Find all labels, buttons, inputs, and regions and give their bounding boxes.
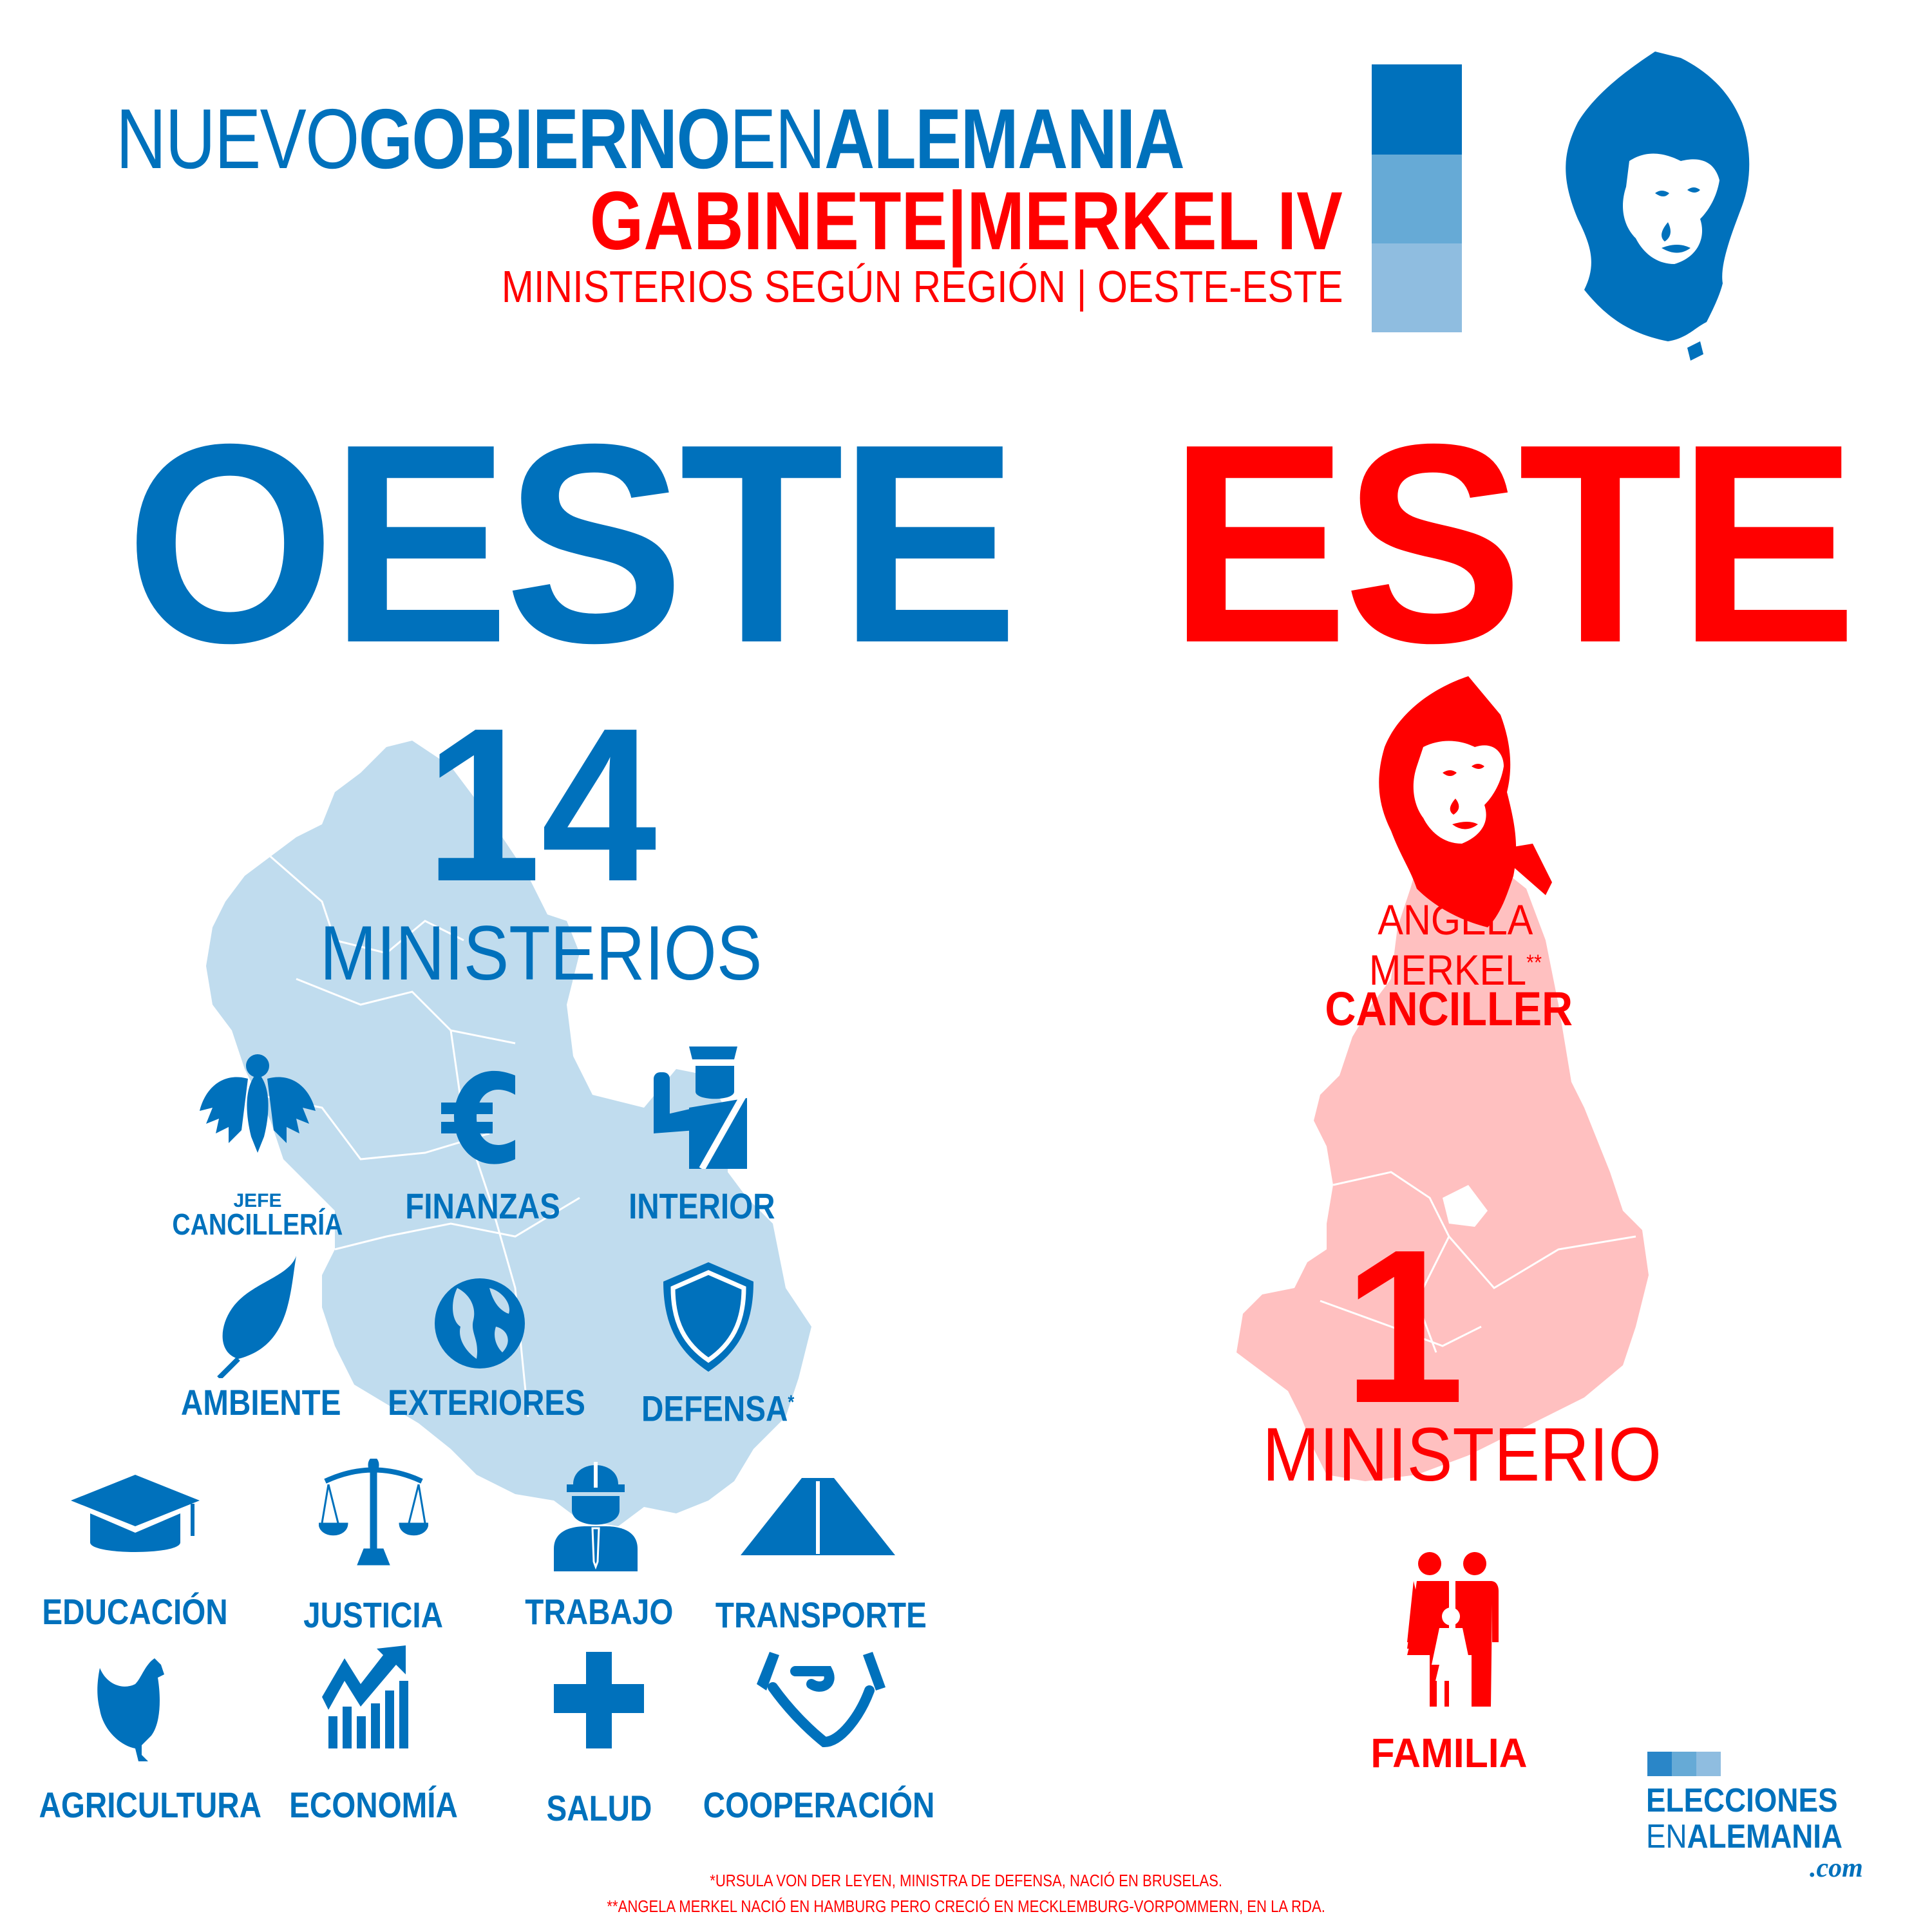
west-count-text: 14 <box>425 683 657 927</box>
ministry-label-agricultura: AGRICULTURA <box>19 1787 264 1823</box>
ministry-label-finanzas: FINANZAS <box>386 1188 580 1224</box>
police-officer-icon <box>654 1046 747 1169</box>
ministry-label-trabajo: TRABAJO <box>502 1594 696 1630</box>
handshake-icon <box>757 1652 886 1748</box>
subtitle-text: GABINETE|MERKEL IV <box>589 175 1343 267</box>
leaf-icon <box>217 1256 296 1378</box>
west-count-label-text: MINISTERIOS <box>319 910 762 996</box>
east-count-label-text: MINISTERIO <box>1262 1412 1662 1497</box>
tagline-text: MINISTERIOS SEGÚN REGIÓN | OESTE-ESTE <box>501 261 1343 312</box>
ministry-label-defensa: DEFENSA* <box>612 1385 824 1427</box>
ministry-label-trabajo-text: TRABAJO <box>524 1591 674 1632</box>
west-count-label: MINISTERIOS <box>283 914 799 992</box>
ministry-label-familia-text: FAMILIA <box>1370 1730 1528 1776</box>
east-count-label: MINISTERIO <box>1211 1417 1713 1493</box>
growth-chart-icon <box>322 1645 408 1748</box>
east-heading: ESTE <box>1169 402 1888 686</box>
logo-block-3 <box>1696 1752 1721 1776</box>
west-germany-map <box>206 741 811 1526</box>
merkel-portrait-blue-icon <box>1566 52 1750 361</box>
ministry-label-salud-text: SALUD <box>546 1788 652 1828</box>
ministry-label-agricultura-text: AGRICULTURA <box>39 1785 261 1825</box>
east-person-first-name: ANGELA <box>1340 898 1571 941</box>
road-icon <box>737 1478 898 1555</box>
east-person-last-name-text: MERKEL <box>1368 946 1527 994</box>
east-heading-text: ESTE <box>1169 386 1857 702</box>
title-part-nuevo: NUEVO <box>116 91 359 186</box>
ministry-label-ambiente-text: AMBIENTE <box>180 1382 341 1423</box>
subtitle: GABINETE|MERKEL IV <box>446 180 1343 263</box>
ministry-label-familia: FAMILIA <box>1320 1732 1578 1774</box>
ministry-label-justicia-text: JUSTICIA <box>303 1595 444 1635</box>
footnote-1: *URSULA VON DER LEYEN, MINISTRA DE DEFEN… <box>0 1871 1932 1891</box>
logo-block-1 <box>1647 1752 1672 1776</box>
ministry-label-justicia: JUSTICIA <box>277 1597 470 1633</box>
logo-line2-light: EN <box>1646 1818 1687 1855</box>
chicken-icon <box>97 1658 164 1761</box>
ministry-label-educacion: EDUCACIÓN <box>13 1594 258 1630</box>
east-count-text: 1 <box>1343 1204 1465 1449</box>
footnote-2: **ANGELA MERKEL NACIÓ EN HAMBURG PERO CR… <box>0 1897 1932 1917</box>
west-count: 14 <box>380 696 702 914</box>
ministry-label-ambiente: AMBIENTE <box>155 1385 367 1421</box>
ministry-label-cooperacion: COOPERACIÓN <box>683 1787 953 1823</box>
ministry-label-cancilleria-text: CANCILLERÍA <box>172 1208 343 1241</box>
logo-block-2 <box>1672 1752 1696 1776</box>
logo-line2-bold: ALEMANIA <box>1687 1818 1843 1855</box>
west-heading: OESTE <box>126 402 1060 686</box>
logo-domain: .com <box>1810 1853 1863 1883</box>
ministry-label-educacion-text: EDUCACIÓN <box>42 1591 229 1632</box>
logo-line1-text: ELECCIONES <box>1646 1782 1838 1819</box>
ministry-label-salud: SALUD <box>502 1790 696 1826</box>
ministry-label-economia-text: ECONOMÍA <box>289 1785 458 1825</box>
footnote-1-text: *URSULA VON DER LEYEN, MINISTRA DE DEFEN… <box>710 1871 1222 1890</box>
title-part-gobierno: GOBIERNO <box>358 91 731 186</box>
footnote-2-text: **ANGELA MERKEL NACIÓ EN HAMBURG PERO CR… <box>607 1897 1325 1916</box>
scales-icon <box>319 1459 428 1566</box>
color-block-dark <box>1372 64 1462 155</box>
ministry-label-exteriores: EXTERIORES <box>367 1385 605 1421</box>
east-count: 1 <box>1307 1217 1501 1436</box>
east-germany-map <box>1236 837 1649 1481</box>
east-person-role-text: CANCILLER <box>1325 982 1573 1036</box>
merkel-footnote-mark: ** <box>1526 951 1542 975</box>
graduation-cap-icon <box>71 1475 200 1552</box>
east-person-first-name-text: ANGELA <box>1378 896 1533 943</box>
ministry-label-interior: INTERIOR <box>605 1188 799 1224</box>
east-person-last-name: MERKEL** <box>1340 942 1571 991</box>
west-heading-text: OESTE <box>126 386 1018 702</box>
title-part-en: EN <box>729 91 826 186</box>
euro-icon <box>441 1070 515 1164</box>
ministry-label-cooperacion-text: COOPERACIÓN <box>703 1785 935 1825</box>
family-icon <box>1407 1552 1499 1707</box>
ministry-label-interior-text: INTERIOR <box>629 1186 775 1226</box>
main-title: NUEVOGOBIERNOENALEMANIA <box>116 97 1418 182</box>
ministry-label-cancilleria: CANCILLERÍA <box>148 1209 367 1239</box>
ministry-label-transporte-text: TRANSPORTE <box>715 1595 927 1635</box>
merkel-portrait-red-icon <box>1379 676 1552 927</box>
east-person-role: CANCILLER <box>1307 985 1591 1033</box>
logo-line1: ELECCIONES <box>1646 1784 1864 1817</box>
defensa-footnote-mark: * <box>788 1392 795 1413</box>
cross-icon <box>554 1652 644 1748</box>
color-block-light <box>1372 243 1462 332</box>
globe-icon <box>435 1278 525 1368</box>
shield-icon <box>663 1262 753 1372</box>
ministry-label-defensa-text: DEFENSA <box>641 1388 788 1429</box>
ministry-label-finanzas-text: FINANZAS <box>405 1186 561 1226</box>
ministry-label-exteriores-text: EXTERIORES <box>387 1382 585 1423</box>
worker-hardhat-icon <box>554 1462 638 1571</box>
color-block-medium <box>1372 155 1462 243</box>
title-part-alemania: ALEMANIA <box>824 91 1185 186</box>
tagline: MINISTERIOS SEGÚN REGIÓN | OESTE-ESTE <box>365 264 1343 309</box>
eagle-icon <box>200 1054 316 1153</box>
ministry-label-top-jefe: JEFE <box>233 1190 282 1211</box>
ministry-label-transporte: TRANSPORTE <box>696 1597 947 1633</box>
ministry-label-economia: ECONOMÍA <box>270 1787 477 1823</box>
logo-line2: ENALEMANIA <box>1646 1820 1870 1853</box>
